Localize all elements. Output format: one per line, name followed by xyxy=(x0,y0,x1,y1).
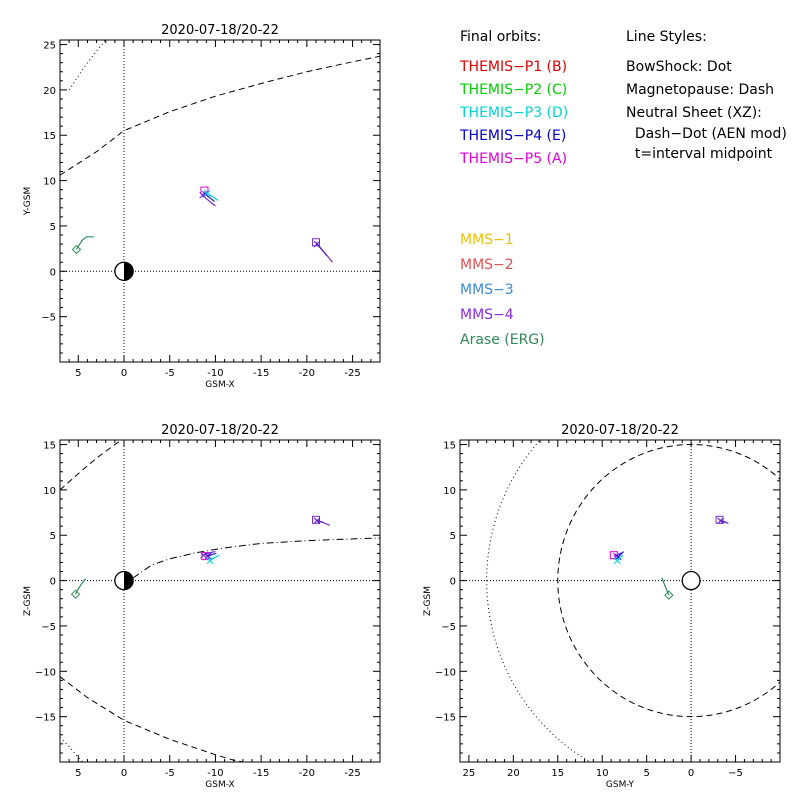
y-tick-label: 10 xyxy=(443,486,456,497)
plot-title: 2020-07-18/20-22 xyxy=(161,23,279,38)
x-tick-label: 0 xyxy=(121,368,127,379)
y-tick-label: 5 xyxy=(50,531,56,542)
x-tick-label: -20 xyxy=(299,368,315,379)
legend-themis-p3: THEMIS−P3 (D) xyxy=(459,105,568,121)
y-tick-label: 0 xyxy=(450,577,456,588)
legend-mms-1: MMS−1 xyxy=(460,232,514,248)
legend-themis-p5: THEMIS−P5 (A) xyxy=(459,151,567,167)
legend-themis-p1: THEMIS−P1 (B) xyxy=(459,59,567,75)
legend-line-style-magnetopause: Magnetopause: Dash xyxy=(626,82,774,98)
legend-line-styles-title: Line Styles: xyxy=(626,29,707,45)
legend-themis-p4: THEMIS−P4 (E) xyxy=(459,128,566,144)
y-tick-label: 15 xyxy=(43,441,56,452)
legend-mms-3: MMS−3 xyxy=(460,282,514,298)
x-tick-label: -25 xyxy=(344,368,360,379)
x-tick-label: -10 xyxy=(207,768,223,779)
plot-title: 2020-07-18/20-22 xyxy=(161,423,279,438)
x-tick-label: 10 xyxy=(596,768,609,779)
plot-title: 2020-07-18/20-22 xyxy=(561,423,679,438)
legend-arase-erg: Arase (ERG) xyxy=(460,332,545,348)
legend-line-style-midpoint: t=interval midpoint xyxy=(626,146,773,162)
x-tick-label: 15 xyxy=(551,768,564,779)
y-tick-label: −5 xyxy=(41,313,56,324)
earth-icon xyxy=(682,572,700,590)
y-tick-label: −15 xyxy=(435,713,456,724)
legend-final-orbits-title: Final orbits: xyxy=(460,29,541,45)
y-tick-label: 20 xyxy=(43,86,56,97)
x-tick-label: 5 xyxy=(75,368,81,379)
x-tick-label: 5 xyxy=(75,768,81,779)
y-tick-label: 25 xyxy=(43,41,56,52)
x-tick-label: -15 xyxy=(253,768,269,779)
x-tick-label: -10 xyxy=(207,368,223,379)
x-tick-label: 25 xyxy=(463,768,476,779)
y-tick-label: −10 xyxy=(435,667,456,678)
legend-line-style-bowshock: BowShock: Dot xyxy=(626,59,732,75)
x-tick-label: 0 xyxy=(121,768,127,779)
y-axis-label: Y-GSM xyxy=(23,187,33,216)
y-tick-label: −5 xyxy=(41,622,56,633)
x-tick-label: 0 xyxy=(688,768,694,779)
x-tick-label: -20 xyxy=(299,768,315,779)
orbit-figure: 5 0 -5 -10 -15 -20 -25 −5 0 5 10 15 20 25 2020-07-18/2… xyxy=(0,0,800,800)
y-tick-label: −10 xyxy=(35,667,56,678)
y-tick-label: 15 xyxy=(443,441,456,452)
x-axis-label: GSM-X xyxy=(205,780,234,790)
x-tick-label: -5 xyxy=(165,768,175,779)
legend-themis-p2: THEMIS−P2 (C) xyxy=(459,82,567,98)
y-tick-label: 5 xyxy=(50,222,56,233)
x-tick-label: 5 xyxy=(643,768,649,779)
legend-line-style-neutral-sheet: Neutral Sheet (XZ): xyxy=(626,105,762,121)
y-axis-label: Z-GSM xyxy=(23,586,33,616)
y-tick-label: 0 xyxy=(50,577,56,588)
x-tick-label: -25 xyxy=(344,768,360,779)
x-tick-label: -5 xyxy=(165,368,175,379)
y-tick-label: 15 xyxy=(43,131,56,142)
y-axis-label: Z-GSM xyxy=(423,586,433,616)
legend-line-style-dashdot: Dash−Dot (AEN mod) xyxy=(626,126,787,142)
y-tick-label: 10 xyxy=(43,177,56,188)
y-tick-label: 10 xyxy=(43,486,56,497)
legend-mms-2: MMS−2 xyxy=(460,257,514,273)
y-tick-label: −15 xyxy=(35,713,56,724)
x-tick-label: −5 xyxy=(728,768,743,779)
y-tick-label: 5 xyxy=(450,531,456,542)
y-tick-label: −5 xyxy=(441,622,456,633)
legend-mms-4: MMS−4 xyxy=(460,307,514,323)
y-tick-label: 0 xyxy=(50,267,56,278)
x-tick-label: 20 xyxy=(507,768,520,779)
x-axis-label: GSM-X xyxy=(205,380,234,390)
x-axis-label: GSM-Y xyxy=(606,780,635,790)
x-tick-label: -15 xyxy=(253,368,269,379)
